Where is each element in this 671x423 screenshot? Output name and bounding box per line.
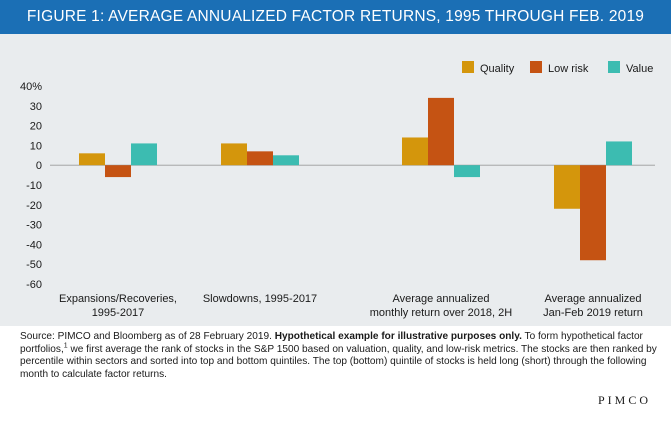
category-label: Expansions/Recoveries, 1995-2017 (59, 293, 177, 319)
bar-value (131, 143, 157, 166)
category-label-line: Average annualized (544, 293, 641, 305)
legend-swatch (530, 61, 542, 73)
y-tick-label: -40 (26, 239, 42, 251)
bar-quality (79, 153, 105, 166)
bar-value (606, 141, 632, 166)
legend-swatch (462, 61, 474, 73)
bar-value (273, 155, 299, 166)
bar-quality (402, 137, 428, 166)
bar-chart: 40% 30 20 10 0 -10 -20 -30 -40 -50 -60 Expansions/R… (20, 61, 655, 319)
category-label-line: Jan-Feb 2019 return (543, 307, 643, 319)
category-label-line: Expansions/Recoveries, (59, 293, 177, 305)
bar-quality (554, 165, 580, 209)
category-label-line: monthly return over 2018, 2H (370, 307, 513, 319)
source-prefix: Source: PIMCO and Bloomberg as of 28 Feb… (20, 331, 275, 342)
y-tick-label: 30 (30, 101, 42, 113)
chart-panel: 40% 30 20 10 0 -10 -20 -30 -40 -50 -60 Expansions/R… (0, 34, 671, 326)
pimco-logo: PIMCO (597, 393, 651, 407)
bar-low-risk (428, 97, 454, 166)
legend-swatch (608, 61, 620, 73)
y-tick-label: 40% (20, 81, 42, 93)
y-tick-label: -50 (26, 259, 42, 271)
source-middle: To form hypothetical factor portfolios, (20, 331, 643, 355)
source-note: Source: PIMCO and Bloomberg as of 28 Feb… (20, 331, 660, 381)
bar-low-risk (247, 151, 273, 166)
category-label-line: 1995-2017 (92, 307, 145, 319)
y-tick-label: 0 (36, 160, 42, 172)
y-tick-label: 20 (30, 121, 42, 133)
legend-label: Low risk (548, 63, 589, 75)
bar-quality (221, 143, 247, 166)
legend-label: Value (626, 63, 653, 75)
source-rest: we first average the rank of stocks in t… (20, 343, 657, 380)
y-tick-label: -30 (26, 220, 42, 232)
category-label: Average annualized Jan-Feb 2019 return (543, 293, 643, 319)
category-label-line: Slowdowns, 1995-2017 (203, 293, 317, 305)
bar-value (454, 165, 480, 178)
category-label-line: Average annualized (392, 293, 489, 305)
bar-low-risk (105, 165, 131, 178)
y-tick-label: -20 (26, 200, 42, 212)
category-label: Slowdowns, 1995-2017 (203, 293, 317, 305)
y-tick-label: -60 (26, 279, 42, 291)
category-label: Average annualized monthly return over 20… (370, 293, 513, 319)
y-tick-label: 10 (30, 140, 42, 152)
source-disclaimer: Hypothetical example for illustrative pu… (274, 331, 522, 342)
bar-low-risk (580, 165, 606, 261)
y-tick-label: -10 (26, 180, 42, 192)
figure-title: FIGURE 1: AVERAGE ANNUALIZED FACTOR RETU… (0, 0, 671, 34)
legend-label: Quality (480, 63, 515, 75)
footnote-mark: 1 (63, 342, 68, 350)
